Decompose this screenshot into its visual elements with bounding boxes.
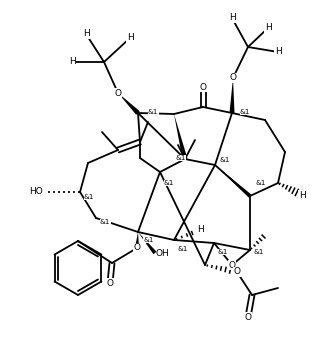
Text: O: O (228, 261, 235, 270)
Polygon shape (229, 78, 234, 113)
Text: O: O (233, 268, 240, 276)
Text: &1: &1 (175, 155, 185, 161)
Polygon shape (118, 93, 140, 115)
Text: H: H (197, 225, 203, 235)
Text: &1: &1 (178, 246, 188, 252)
Text: O: O (106, 278, 114, 287)
Text: O: O (229, 73, 237, 83)
Text: &1: &1 (100, 219, 110, 225)
Text: H: H (275, 48, 281, 57)
Text: &1: &1 (240, 109, 250, 115)
Text: &1: &1 (220, 157, 230, 163)
Text: &1: &1 (84, 194, 95, 200)
Text: O: O (134, 244, 141, 252)
Polygon shape (215, 165, 251, 197)
Text: &1: &1 (164, 180, 174, 186)
Text: O: O (244, 312, 252, 321)
Polygon shape (174, 114, 187, 160)
Text: &1: &1 (255, 180, 265, 186)
Text: &1: &1 (253, 249, 263, 255)
Text: H: H (83, 30, 90, 38)
Text: H: H (299, 190, 305, 200)
Polygon shape (138, 232, 156, 254)
Text: HO: HO (29, 187, 43, 196)
Text: H: H (69, 58, 75, 66)
Text: &1: &1 (218, 249, 228, 255)
Text: H: H (127, 33, 133, 42)
Text: O: O (199, 83, 207, 92)
Polygon shape (135, 232, 139, 248)
Text: H: H (264, 24, 271, 32)
Text: OH: OH (155, 248, 169, 257)
Text: &1: &1 (143, 237, 153, 243)
Text: O: O (115, 89, 121, 97)
Text: &1: &1 (148, 109, 158, 115)
Text: H: H (228, 13, 235, 23)
